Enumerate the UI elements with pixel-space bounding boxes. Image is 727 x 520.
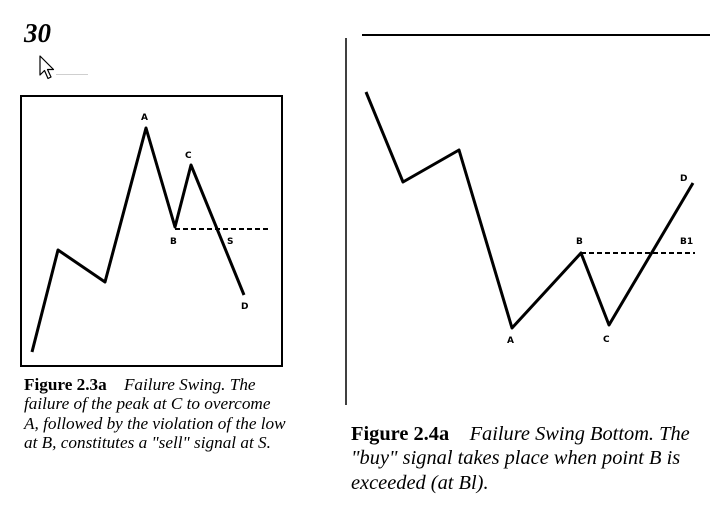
figure-b-caption-text: Bottom. The "buy" signal takes place whe… (351, 423, 690, 494)
figure-b-label-d: D (680, 174, 687, 184)
figure-a-number: Figure 2.3a (24, 375, 107, 394)
figure-b-number: Figure 2.4a (351, 423, 450, 445)
figure-b-diagram: B B1 D A C (345, 34, 710, 405)
faint-rule (56, 74, 88, 75)
figure-a-label-d: D (241, 302, 248, 312)
figure-b-label-a: A (507, 336, 514, 346)
figure-a-title: Failure Swing. (123, 375, 226, 394)
figure-b-label-c: C (603, 335, 610, 345)
figure-a-label-c: C (185, 151, 192, 161)
figure-a-frame (20, 95, 283, 367)
mouse-cursor-icon (39, 55, 55, 80)
page-number: 30 (24, 18, 51, 48)
figure-a-caption-text: The failure of the peak at C to overcome… (24, 375, 286, 452)
figure-a-diagram: A C B S D (20, 95, 283, 367)
figure-b-caption: Figure 2.4a Failure Swing Bottom. The "b… (351, 422, 723, 495)
figure-b-label-b1: B1 (680, 237, 693, 247)
figure-a-price-swing (30, 126, 246, 353)
figure-b-price-swing (364, 91, 695, 330)
figure-a-label-b: B (170, 237, 177, 247)
figure-a-label-a: A (141, 113, 148, 123)
figure-b-title: Failure Swing (469, 423, 585, 445)
figure-a-label-s: S (227, 237, 233, 247)
figure-a-caption: Figure 2.3a Failure Swing. The failure o… (24, 375, 286, 452)
figure-b-label-b: B (576, 237, 583, 247)
